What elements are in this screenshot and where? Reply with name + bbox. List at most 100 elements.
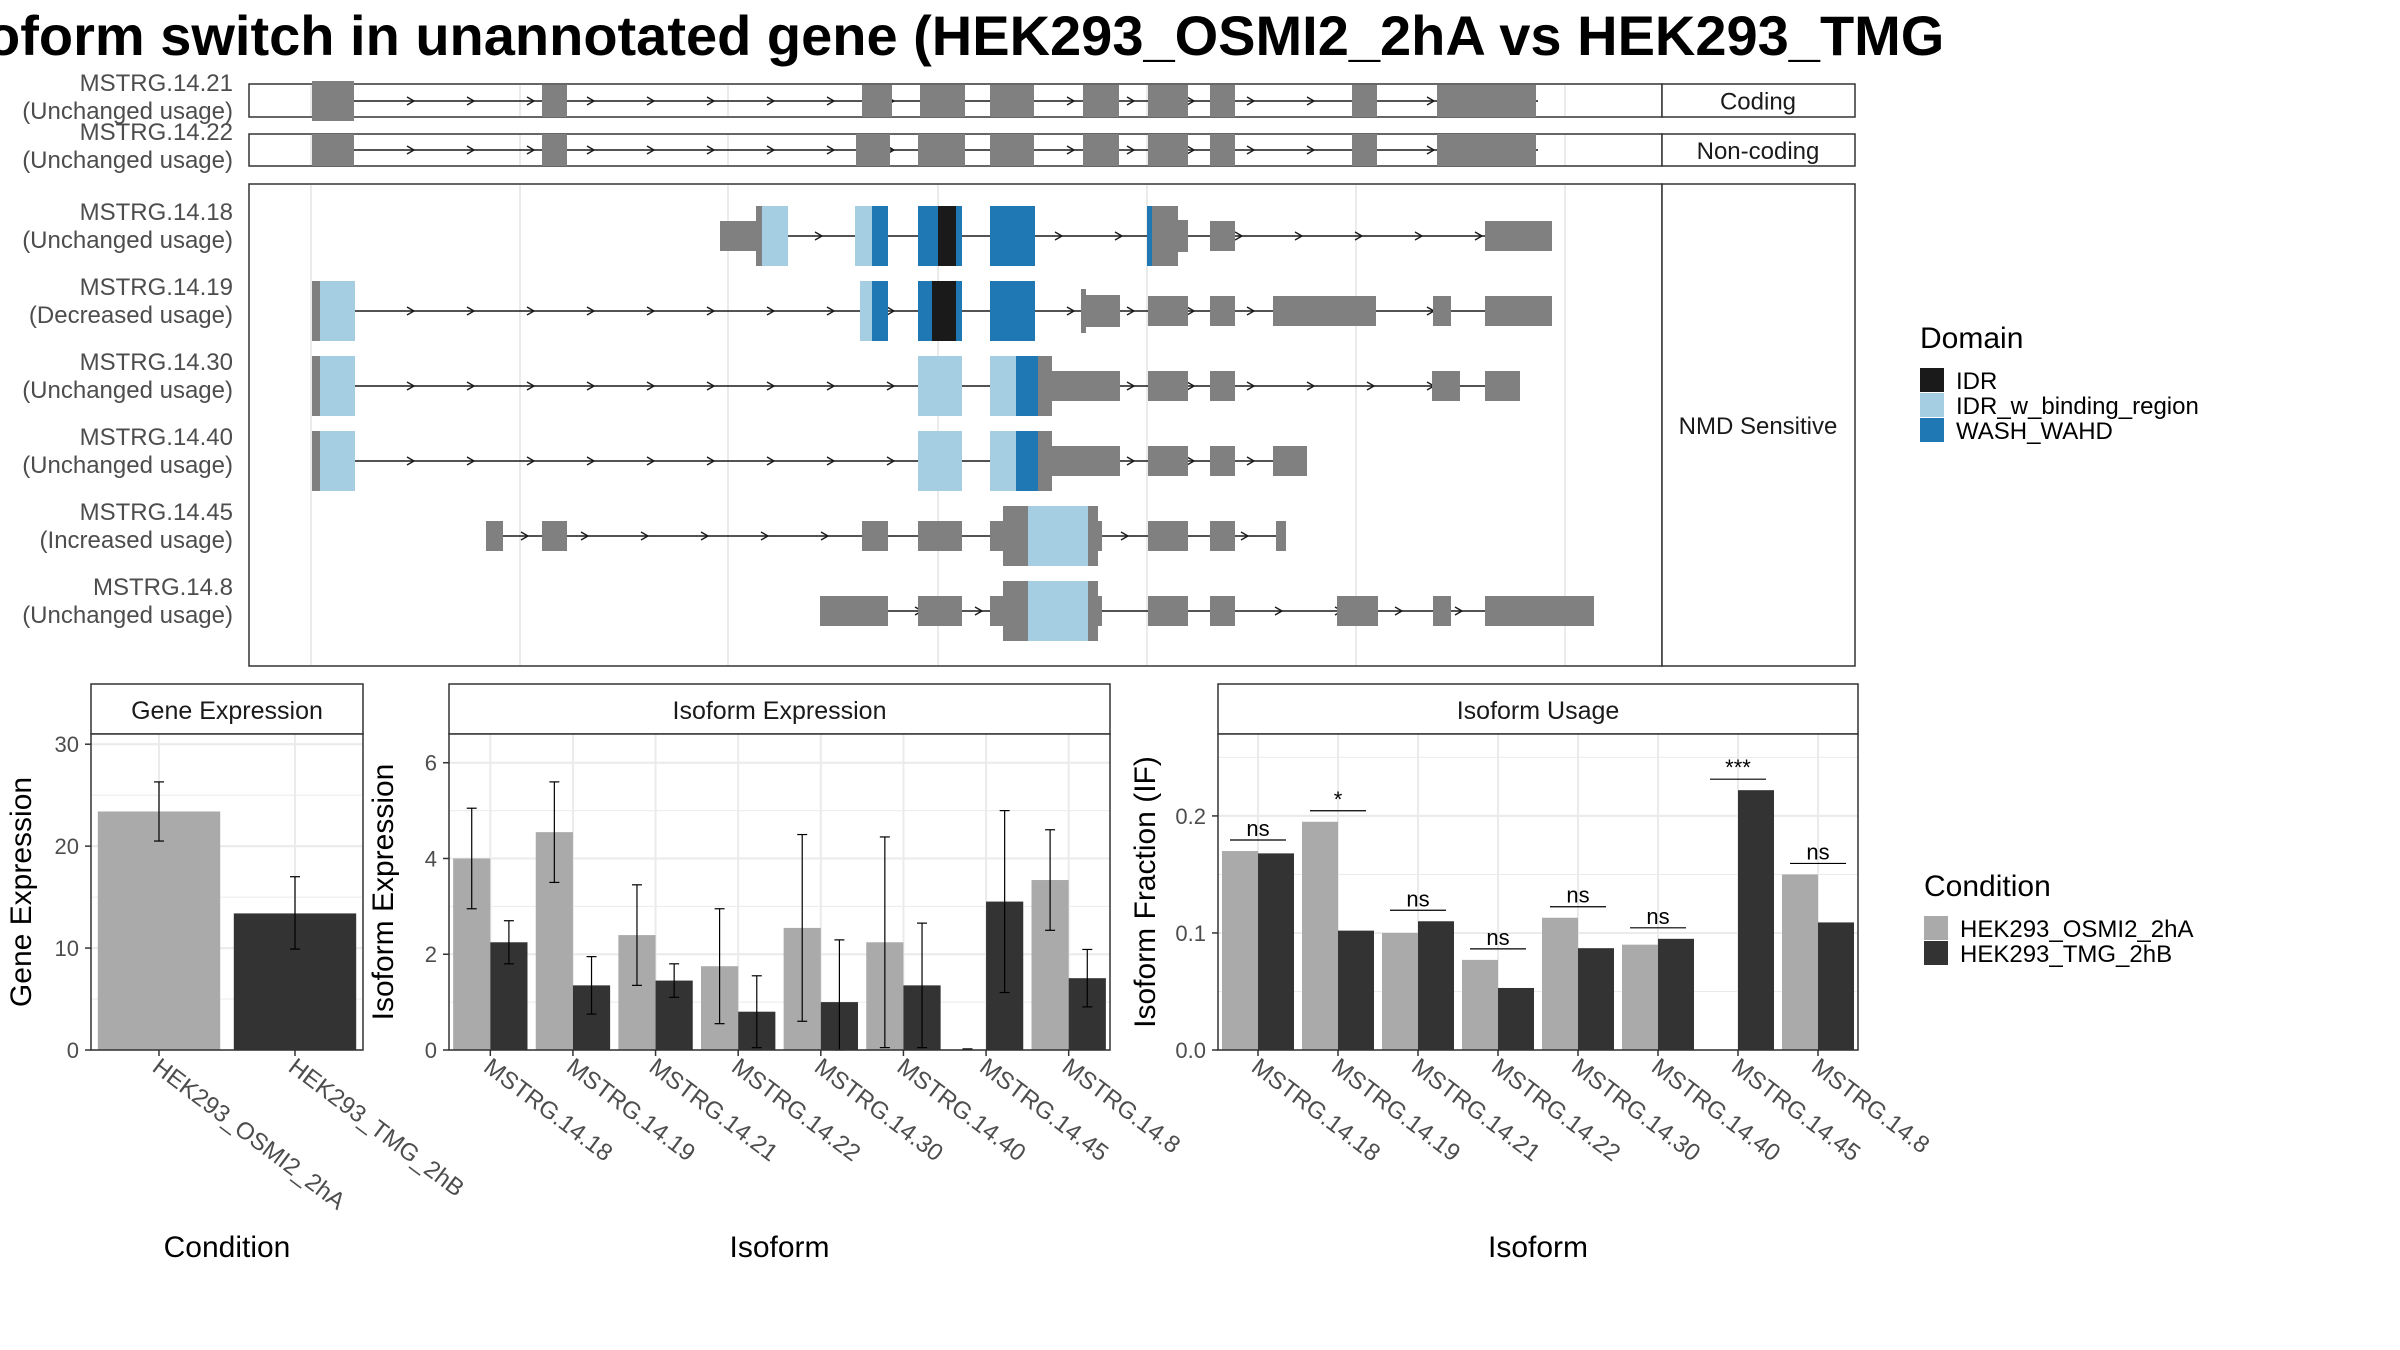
domain-segment [855, 206, 872, 266]
strand-arrow [406, 145, 416, 155]
transcript-id-label: MSTRG.14.22 [80, 119, 233, 146]
strand-arrow [706, 145, 716, 155]
domain-segment [956, 206, 962, 266]
strand-arrow [1114, 231, 1124, 241]
strand-arrow [1120, 531, 1130, 541]
exon-block [1148, 446, 1188, 476]
exon-block [1148, 521, 1188, 551]
condition-legend: Condition HEK293_OSMI2_2hA HEK293_TMG_2h… [1924, 870, 2193, 968]
legend-label-cond-b: HEK293_TMG_2hB [1960, 941, 2172, 968]
exon-block [756, 206, 762, 266]
exon-block [920, 85, 965, 117]
y-tick-label: 0 [67, 1038, 79, 1063]
strand-arrow [466, 306, 476, 316]
exon-block [918, 134, 965, 166]
strand-arrow [526, 96, 536, 106]
exon-block [1148, 85, 1188, 117]
exon-block [1273, 296, 1376, 326]
exon-block [1437, 85, 1536, 117]
exon-block [1210, 221, 1235, 251]
x-axis-title: Isoform [729, 1231, 829, 1264]
exon-block [1083, 134, 1119, 166]
transcript-tracks [312, 81, 1594, 641]
exon-block [1485, 296, 1552, 326]
exon-block [1276, 521, 1286, 551]
domain-segment [918, 431, 962, 491]
transcript-id-label: MSTRG.14.8 [93, 574, 233, 601]
plot-frame [448, 733, 1111, 1051]
domain-segment [860, 281, 872, 341]
strand-arrow [706, 456, 716, 466]
strand-arrow [1426, 96, 1436, 106]
y-tick-label: 6 [425, 751, 437, 776]
exon-block [862, 85, 892, 117]
legend-key-wash [1920, 418, 1944, 442]
strand-arrow [466, 96, 476, 106]
exon-block [1038, 431, 1052, 491]
exon-block [1433, 596, 1451, 626]
group-strip-label: Non-coding [1697, 138, 1820, 165]
y-tick-label: 20 [55, 834, 79, 859]
exon-block [1052, 446, 1120, 476]
strand-arrow [586, 381, 596, 391]
strand-arrow [586, 456, 596, 466]
significance-label: ns [1646, 904, 1669, 929]
legend-label-idr-binding: IDR_w_binding_region [1956, 393, 2199, 420]
strand-arrow [526, 456, 536, 466]
exon-block [990, 596, 1003, 626]
strand-arrow [580, 531, 590, 541]
bar [1578, 948, 1614, 1050]
strand-arrow [646, 381, 656, 391]
legend-label-wash: WASH_WAHD [1956, 418, 2113, 445]
transcript-usage-label: (Unchanged usage) [22, 602, 233, 629]
strand-arrow [766, 456, 776, 466]
exon-block [1003, 506, 1028, 566]
strand-arrow [826, 306, 836, 316]
strand-arrow [406, 96, 416, 106]
exon-block [1178, 220, 1188, 252]
exon-block [1098, 596, 1102, 626]
strand-arrow [1186, 96, 1196, 106]
strand-arrow [1234, 231, 1244, 241]
exon-block [990, 85, 1034, 117]
y-tick-label: 0.0 [1175, 1038, 1206, 1063]
strand-arrow [1246, 145, 1256, 155]
strand-arrow [466, 456, 476, 466]
transcript-id-label: MSTRG.14.19 [80, 274, 233, 301]
condition-legend-title: Condition [1924, 870, 2051, 903]
significance-label: ns [1806, 839, 1829, 864]
strand-arrow [814, 231, 824, 241]
transcript-id-label: MSTRG.14.21 [80, 70, 233, 97]
strand-arrow [526, 306, 536, 316]
strand-arrow [1246, 456, 1256, 466]
strand-arrow [586, 145, 596, 155]
strand-arrow [766, 96, 776, 106]
domain-legend: Domain IDR IDR_w_binding_region WASH_WAH… [1920, 322, 2199, 445]
exon-block [312, 281, 320, 341]
strand-arrow [766, 381, 776, 391]
strand-arrow [526, 381, 536, 391]
group-strip [1661, 183, 1856, 667]
exon-block [1210, 521, 1235, 551]
exon-block [1052, 371, 1120, 401]
chart-title-strip [1217, 683, 1859, 735]
domain-segment [1147, 206, 1152, 266]
x-axis-title: Condition [164, 1231, 291, 1264]
strand-arrow [820, 531, 830, 541]
domain-segment [1016, 356, 1038, 416]
strand-arrow [1294, 231, 1304, 241]
strand-arrow [1454, 606, 1464, 616]
bar [1542, 917, 1578, 1050]
exon-block [1210, 134, 1235, 166]
domain-segment [918, 356, 962, 416]
chart-title: Isoform Expression [673, 697, 887, 725]
exon-block [990, 521, 1003, 551]
exon-block [720, 221, 756, 251]
figure-title: oform switch in unannotated gene (HEK293… [0, 4, 1944, 67]
bar [1738, 790, 1774, 1050]
strand-arrow [406, 456, 416, 466]
transcript-id-label: MSTRG.14.18 [80, 199, 233, 226]
exon-block [1148, 371, 1188, 401]
significance-label: ns [1566, 883, 1589, 908]
y-tick-label: 0 [425, 1038, 437, 1063]
